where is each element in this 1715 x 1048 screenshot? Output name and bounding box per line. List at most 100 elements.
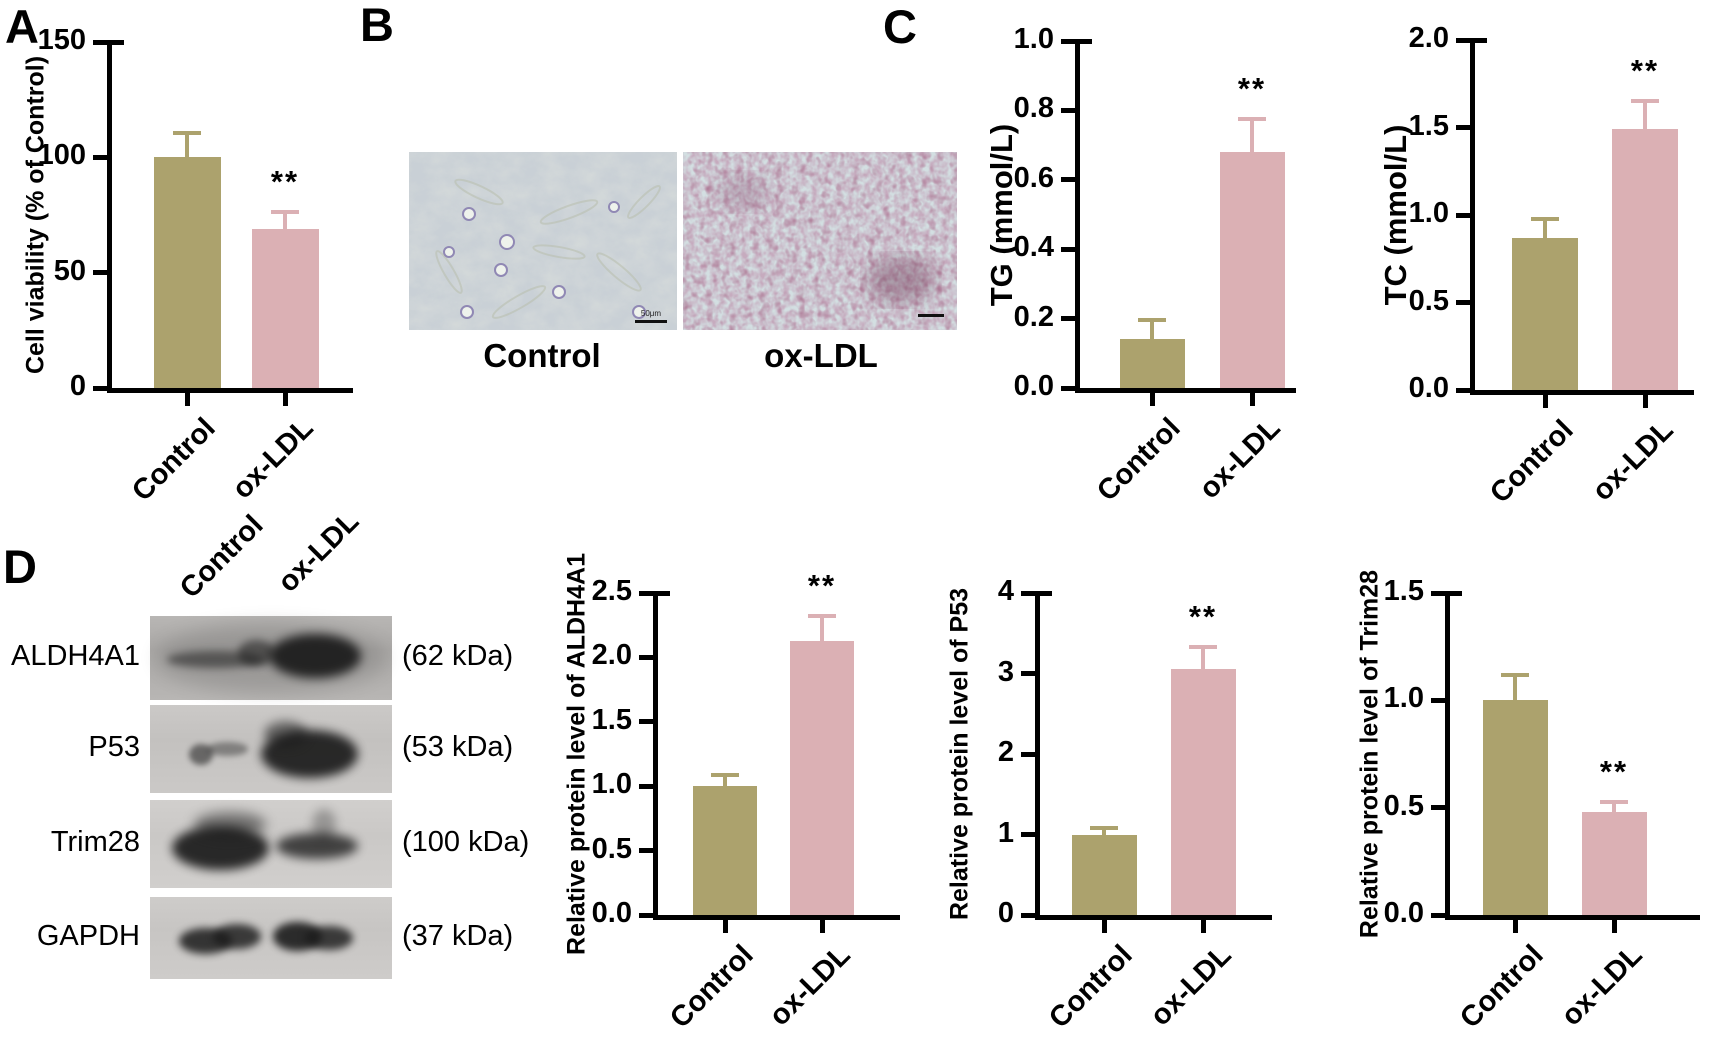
error-bar-cap bbox=[1189, 644, 1217, 649]
panel-label-D: D bbox=[3, 540, 37, 593]
blot-strip-trim28 bbox=[150, 800, 392, 888]
error-bar-stem bbox=[1150, 320, 1154, 348]
x-tick bbox=[1149, 393, 1155, 406]
y-tick bbox=[1456, 300, 1470, 305]
y-axis-top-stub bbox=[1080, 39, 1092, 44]
y-tick-label: 0 bbox=[69, 370, 86, 402]
error-bar-stem bbox=[1201, 646, 1205, 678]
x-category-label: ox-LDL bbox=[226, 412, 320, 506]
y-tick-label: 2.0 bbox=[591, 639, 632, 672]
y-axis-line bbox=[1035, 591, 1040, 920]
bar-control bbox=[693, 786, 757, 915]
blot-lane-label-control: Control bbox=[173, 509, 270, 605]
x-category-label: Control bbox=[1091, 412, 1187, 508]
y-tick-label: 0.5 bbox=[1383, 789, 1424, 822]
micrograph-control: 50μm bbox=[409, 152, 677, 330]
y-tick bbox=[1021, 832, 1035, 837]
y-axis-line bbox=[1470, 38, 1475, 395]
blot-band bbox=[304, 925, 354, 951]
error-bar-cap bbox=[1631, 99, 1659, 104]
y-tick bbox=[639, 590, 653, 596]
y-tick bbox=[1021, 671, 1035, 676]
y-tick bbox=[1061, 177, 1075, 183]
x-tick bbox=[1101, 920, 1107, 933]
y-tick-label: 4 bbox=[997, 575, 1014, 607]
x-axis-line bbox=[653, 915, 900, 920]
x-axis-line bbox=[1035, 915, 1272, 920]
x-category-label: ox-LDL bbox=[763, 939, 857, 1033]
x-tick bbox=[184, 393, 190, 406]
y-tick bbox=[1021, 912, 1035, 918]
micrograph-caption-control: Control bbox=[483, 337, 601, 374]
sig-label: ** bbox=[1599, 754, 1629, 790]
y-tick-label: 150 bbox=[37, 24, 86, 56]
y-axis-title-text: TG (mmol/L) bbox=[984, 123, 1019, 306]
bar-control bbox=[1512, 237, 1578, 390]
bar-ox-ldl bbox=[790, 640, 854, 915]
y-tick-label: 0.5 bbox=[591, 832, 632, 865]
y-axis-top-stub bbox=[1040, 591, 1052, 596]
bar-ox-ldl bbox=[251, 228, 319, 388]
blot-lane-label-ox-ldl: ox-LDL bbox=[271, 505, 366, 599]
bar-control bbox=[1119, 339, 1185, 388]
sig-label: ** bbox=[270, 163, 300, 199]
blot-protein-label: ALDH4A1 bbox=[11, 640, 140, 672]
y-tick-label: 1.5 bbox=[1383, 575, 1424, 607]
y-tick bbox=[1456, 387, 1470, 393]
blot-band bbox=[193, 812, 267, 837]
y-axis-title-text: Relative protein level of P53 bbox=[945, 587, 974, 921]
y-tick bbox=[93, 39, 107, 45]
scale-bar bbox=[918, 314, 944, 317]
micrograph-control-image: 50μm bbox=[409, 152, 677, 330]
y-axis-top-stub bbox=[1450, 591, 1462, 596]
y-tick bbox=[639, 912, 653, 918]
x-axis-line bbox=[1445, 915, 1700, 920]
x-tick bbox=[1611, 920, 1617, 933]
error-bar-stem bbox=[283, 211, 287, 237]
x-tick bbox=[1249, 393, 1255, 406]
error-bar-cap bbox=[173, 131, 201, 136]
y-tick-label: 1 bbox=[997, 816, 1014, 849]
y-tick bbox=[1456, 212, 1470, 218]
x-category-label: Control bbox=[1454, 939, 1550, 1035]
x-tick bbox=[819, 920, 825, 933]
x-tick bbox=[1642, 395, 1648, 408]
error-bar-cap bbox=[1138, 318, 1166, 323]
bar-control bbox=[153, 157, 221, 388]
x-tick bbox=[1200, 920, 1206, 933]
y-tick-label: 2.5 bbox=[591, 575, 632, 607]
y-tick-label: 0 bbox=[997, 897, 1014, 929]
x-category-label: Control bbox=[126, 412, 222, 508]
y-tick-label: 0.0 bbox=[1383, 897, 1424, 929]
blot-protein-label: GAPDH bbox=[36, 920, 140, 952]
blot-mw-label: (37 kDa) bbox=[402, 920, 514, 952]
y-tick-label: 0.5 bbox=[1408, 284, 1449, 317]
svg-text:50μm: 50μm bbox=[641, 309, 662, 318]
y-tick bbox=[1431, 697, 1445, 703]
panel-label-A: A bbox=[5, 0, 39, 53]
error-bar-cap bbox=[1238, 117, 1266, 122]
y-tick bbox=[639, 654, 653, 660]
y-tick bbox=[639, 783, 653, 789]
sig-label: ** bbox=[1630, 53, 1660, 89]
y-axis-title-text: TC (mmol/L) bbox=[1378, 124, 1413, 306]
blot-band bbox=[238, 640, 275, 666]
blot-band bbox=[188, 743, 213, 765]
y-tick-label: 1.0 bbox=[591, 768, 632, 801]
error-bar-stem bbox=[1543, 218, 1547, 246]
y-tick bbox=[1061, 316, 1075, 322]
y-tick bbox=[1431, 590, 1445, 596]
blot-band bbox=[263, 720, 308, 748]
x-axis-line bbox=[1470, 390, 1694, 395]
y-axis-top-stub bbox=[112, 40, 124, 45]
y-tick-label: 0.0 bbox=[591, 897, 632, 929]
error-bar-stem bbox=[185, 133, 189, 166]
y-tick-label: 0.6 bbox=[1013, 161, 1054, 194]
error-bar-cap bbox=[271, 209, 299, 214]
blot-band bbox=[275, 832, 359, 859]
y-tick bbox=[1061, 38, 1075, 44]
blot-strip-p53 bbox=[150, 705, 392, 793]
x-category-label: ox-LDL bbox=[1193, 412, 1287, 506]
y-tick-label: 3 bbox=[997, 655, 1014, 688]
